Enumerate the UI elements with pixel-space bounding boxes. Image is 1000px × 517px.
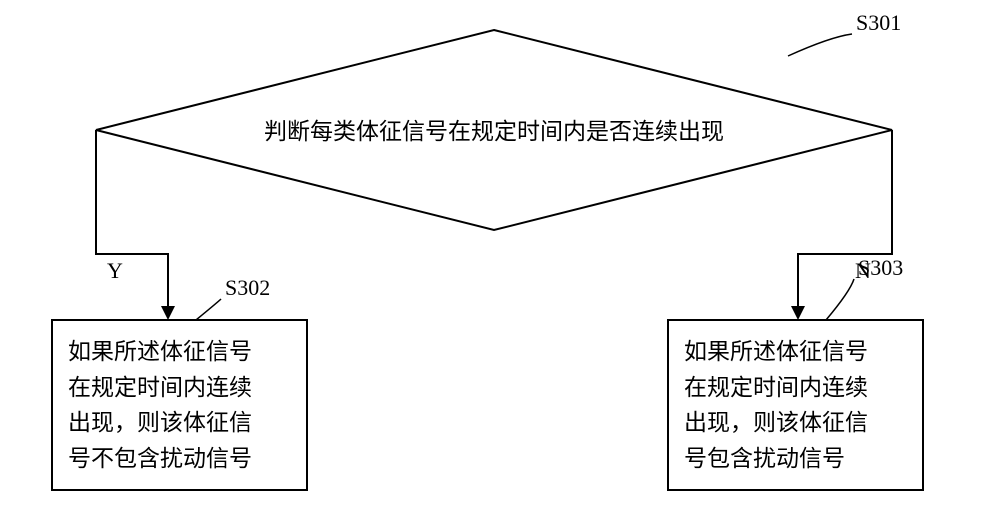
right-process-text: 如果所述体征信号在规定时间内连续出现，则该体征信号包含扰动信号 xyxy=(684,334,907,476)
left-process-text: 如果所述体征信号在规定时间内连续出现，则该体征信号不包含扰动信号 xyxy=(68,334,291,476)
callout-label-s301: S301 xyxy=(856,10,901,36)
edge-label-yes: Y xyxy=(107,258,123,284)
flowchart-canvas: 判断每类体征信号在规定时间内是否连续出现 如果所述体征信号在规定时间内连续出现，… xyxy=(0,0,1000,517)
callout-label-s302: S302 xyxy=(225,275,270,301)
edge-label-no: N xyxy=(855,258,871,284)
decision-node-text: 判断每类体征信号在规定时间内是否连续出现 xyxy=(214,112,774,152)
